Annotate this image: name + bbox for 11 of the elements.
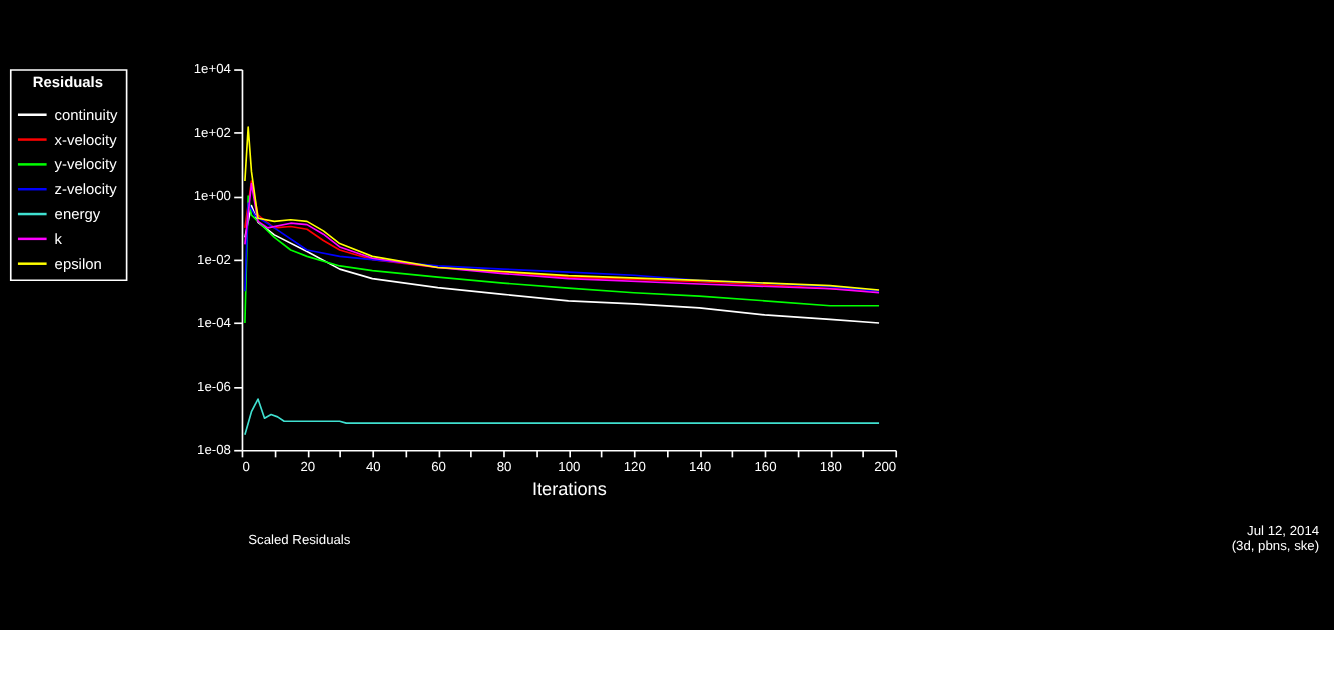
x-axis-title: Iterations [531, 479, 608, 500]
legend-label: x-velocity [54, 130, 118, 149]
legend-label: epsilon [54, 254, 102, 273]
legend-label: z-velocity [54, 180, 118, 199]
line-series [244, 398, 880, 436]
legend-label: energy [54, 205, 101, 223]
line-series [244, 126, 880, 291]
legend-label: k [54, 229, 63, 248]
legend-title: Residuals [32, 73, 103, 92]
legend-label: continuity [54, 105, 119, 124]
legend-label: y-velocity [54, 155, 118, 174]
